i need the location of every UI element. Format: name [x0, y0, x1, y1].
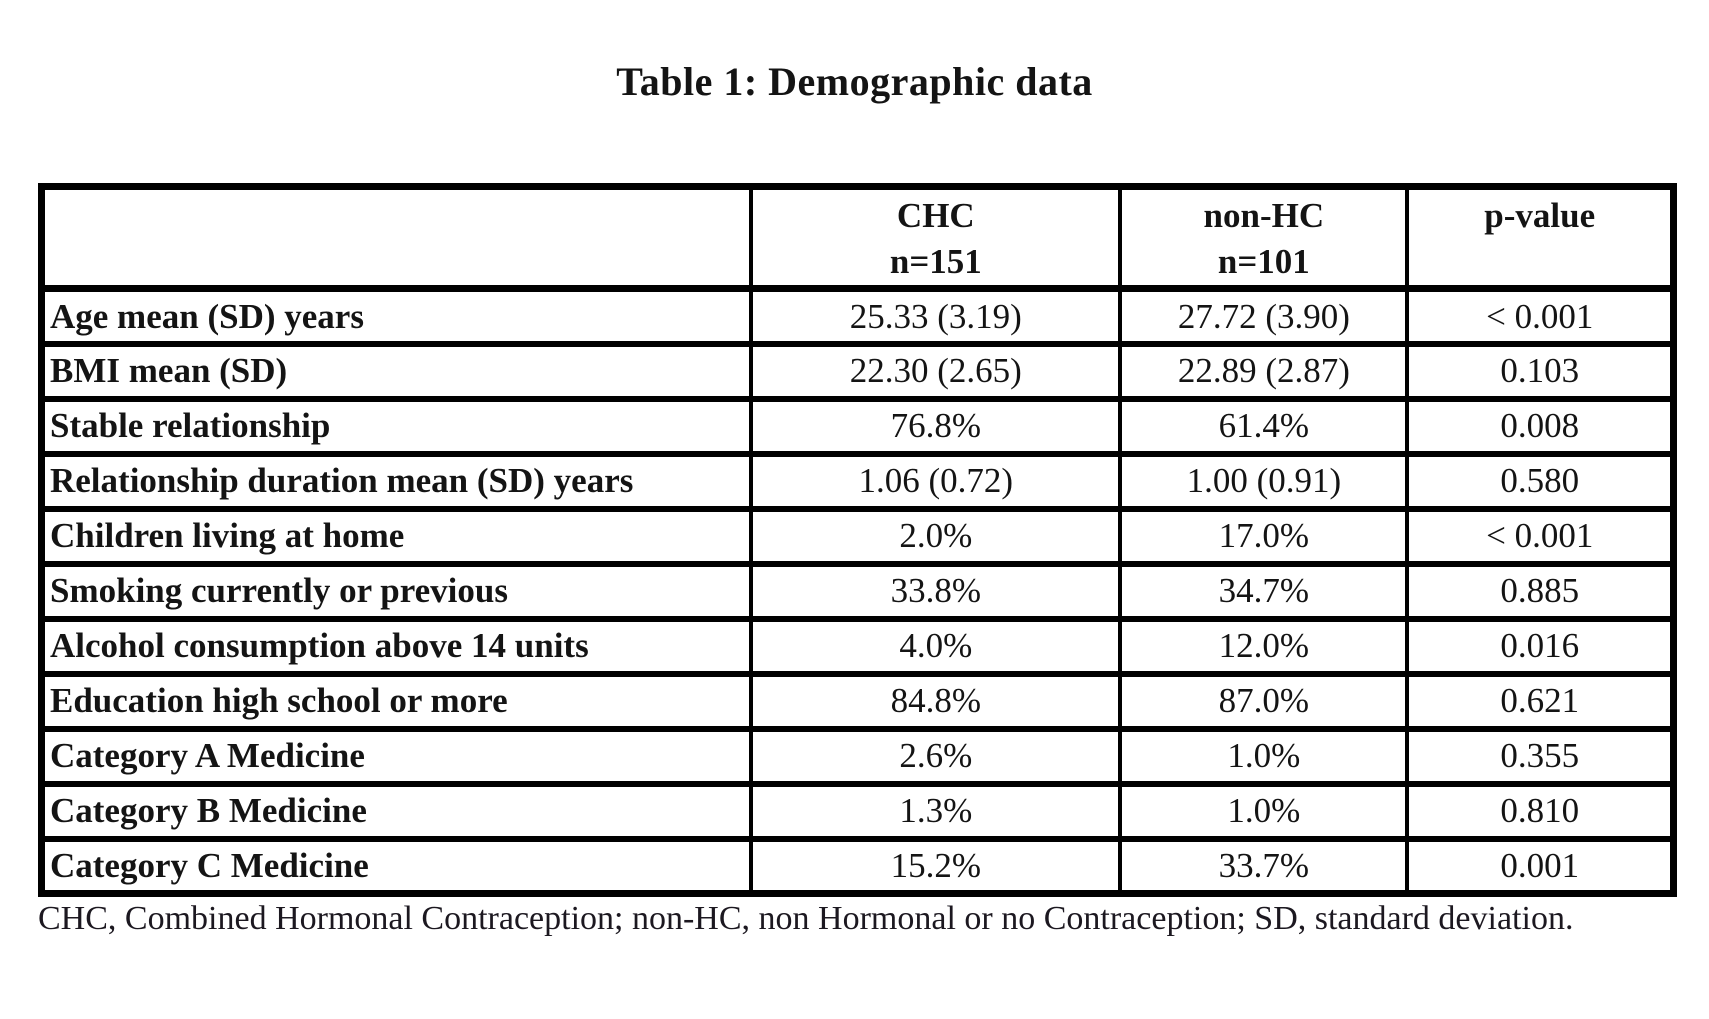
row-label: Smoking currently or previous [39, 560, 754, 622]
row-label: Category A Medicine [39, 725, 754, 787]
header-nonhc-label: non-HC [1203, 196, 1325, 235]
chc-value: 4.0% [749, 615, 1123, 677]
header-chc-cell: CHC n=151 [749, 183, 1123, 292]
nonhc-value: 61.4% [1118, 395, 1410, 457]
table-row: Education high school or more 84.8% 87.0% 0… [39, 670, 1676, 732]
chc-value: 1.3% [749, 780, 1123, 842]
p-value: 0.580 [1405, 450, 1676, 512]
table-row: Smoking currently or previous 33.8% 34.7% 0… [39, 560, 1676, 622]
chc-value: 2.0% [749, 505, 1123, 567]
table-body: Age mean (SD) years 25.33 (3.19) 27.72 (3.… [39, 285, 1676, 897]
header-empty-cell [39, 183, 754, 292]
nonhc-value: 22.89 (2.87) [1118, 340, 1410, 402]
table-row: Stable relationship 76.8% 61.4% 0.008 [39, 395, 1676, 457]
p-value: 0.355 [1405, 725, 1676, 787]
p-value: 0.810 [1405, 780, 1676, 842]
table-row: BMI mean (SD) 22.30 (2.65) 22.89 (2.87) 0.1… [39, 340, 1676, 402]
table-footnote: CHC, Combined Hormonal Contraception; no… [38, 900, 1574, 937]
table-title: Table 1: Demographic data [616, 59, 1093, 104]
row-label: Age mean (SD) years [39, 285, 754, 347]
chc-value: 84.8% [749, 670, 1123, 732]
p-value: 0.008 [1405, 395, 1676, 457]
p-value: 0.621 [1405, 670, 1676, 732]
nonhc-value: 1.00 (0.91) [1118, 450, 1410, 512]
header-nonhc-cell: non-HC n=101 [1118, 183, 1410, 292]
nonhc-value: 87.0% [1118, 670, 1410, 732]
chc-value: 15.2% [749, 835, 1123, 897]
table-row: Age mean (SD) years 25.33 (3.19) 27.72 (3.… [39, 285, 1676, 347]
header-pvalue-label: p-value [1484, 196, 1596, 235]
header-nonhc-n: n=101 [1217, 241, 1310, 281]
table-row: Category C Medicine 15.2% 33.7% 0.001 [39, 835, 1676, 897]
chc-value: 25.33 (3.19) [749, 285, 1123, 347]
table-header: CHC n=151 non-HC n=101 p-value [39, 183, 1676, 292]
nonhc-value: 34.7% [1118, 560, 1410, 622]
table-row: Category B Medicine 1.3% 1.0% 0.810 [39, 780, 1676, 842]
p-value: 0.016 [1405, 615, 1676, 677]
row-label: Category C Medicine [39, 835, 754, 897]
chc-value: 33.8% [749, 560, 1123, 622]
p-value: < 0.001 [1405, 285, 1676, 347]
table-row: Alcohol consumption above 14 units 4.0% 12… [39, 615, 1676, 677]
header-chc-label: CHC [896, 196, 975, 235]
header-row: CHC n=151 non-HC n=101 p-value [39, 183, 1676, 292]
row-label: BMI mean (SD) [39, 340, 754, 402]
row-label: Alcohol consumption above 14 units [39, 615, 754, 677]
p-value: < 0.001 [1405, 505, 1676, 567]
nonhc-value: 12.0% [1118, 615, 1410, 677]
chc-value: 76.8% [749, 395, 1123, 457]
nonhc-value: 17.0% [1118, 505, 1410, 567]
header-pvalue-cell: p-value [1405, 183, 1676, 292]
table-row: Category A Medicine 2.6% 1.0% 0.355 [39, 725, 1676, 787]
header-chc-n: n=151 [889, 241, 982, 281]
nonhc-value: 33.7% [1118, 835, 1410, 897]
nonhc-value: 1.0% [1118, 780, 1410, 842]
row-label: Education high school or more [39, 670, 754, 732]
table-row: Children living at home 2.0% 17.0% < 0.001 [39, 505, 1676, 567]
chc-value: 1.06 (0.72) [749, 450, 1123, 512]
table-row: Relationship duration mean (SD) years 1.0… [39, 450, 1676, 512]
chc-value: 2.6% [749, 725, 1123, 787]
p-value: 0.103 [1405, 340, 1676, 402]
p-value: 0.001 [1405, 835, 1676, 897]
row-label: Stable relationship [39, 395, 754, 457]
nonhc-value: 1.0% [1118, 725, 1410, 787]
chc-value: 22.30 (2.65) [749, 340, 1123, 402]
row-label: Children living at home [39, 505, 754, 567]
p-value: 0.885 [1405, 560, 1676, 622]
nonhc-value: 27.72 (3.90) [1118, 285, 1410, 347]
row-label: Category B Medicine [39, 780, 754, 842]
demographics-table: CHC n=151 non-HC n=101 p-value Age mean … [38, 183, 1677, 897]
row-label: Relationship duration mean (SD) years [39, 450, 754, 512]
